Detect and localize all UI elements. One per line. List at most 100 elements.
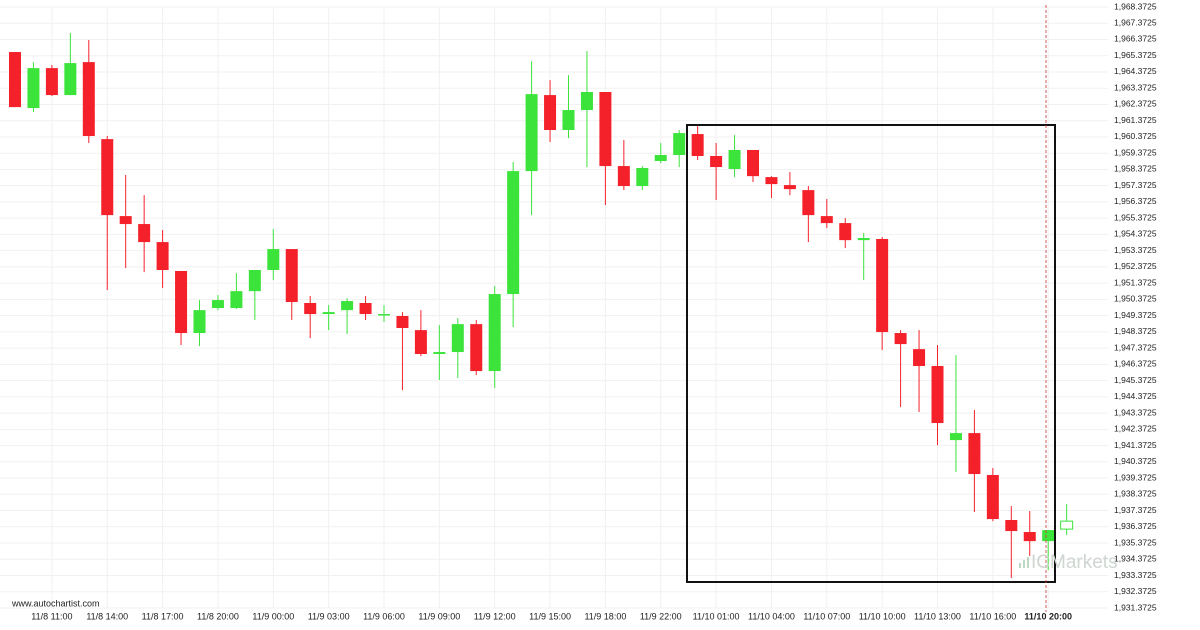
candle-body xyxy=(894,333,907,345)
x-tick-label: 11/9 22:00 xyxy=(640,611,682,621)
candle-body xyxy=(968,433,981,475)
y-tick-label: 1,941.3725 xyxy=(1114,440,1157,450)
candle-body xyxy=(710,155,723,168)
y-tick-label: 1,933.3725 xyxy=(1114,570,1157,580)
y-tick-label: 1,938.3725 xyxy=(1114,489,1157,499)
candle-body xyxy=(138,224,151,243)
candle-body xyxy=(285,249,298,303)
candle-body xyxy=(673,133,686,156)
x-tick-label: 11/10 10:00 xyxy=(859,611,906,621)
y-tick-label: 1,955.3725 xyxy=(1114,212,1157,222)
candles xyxy=(9,33,1074,578)
candle-body xyxy=(617,166,630,187)
candle-body xyxy=(45,68,58,96)
y-tick-label: 1,948.3725 xyxy=(1114,326,1157,336)
candle-body xyxy=(783,185,796,190)
candle-body xyxy=(820,216,833,224)
x-tick-label: 11/9 15:00 xyxy=(529,611,571,621)
y-tick-label: 1,957.3725 xyxy=(1114,180,1157,190)
candle-body xyxy=(1060,520,1074,530)
x-tick-label: 11/9 06:00 xyxy=(363,611,405,621)
candle-body xyxy=(949,433,962,441)
x-tick-label: 11/9 09:00 xyxy=(418,611,460,621)
y-tick-label: 1,968.3725 xyxy=(1114,1,1157,11)
y-tick-label: 1,934.3725 xyxy=(1114,554,1157,564)
y-tick-label: 1,942.3725 xyxy=(1114,424,1157,434)
candle-body xyxy=(857,238,870,241)
grid xyxy=(0,6,1108,609)
y-tick-label: 1,944.3725 xyxy=(1114,391,1157,401)
x-tick-label: 11/10 16:00 xyxy=(969,611,1016,621)
x-tick-label: 11/8 20:00 xyxy=(197,611,239,621)
candle-body xyxy=(82,62,95,137)
candle-body xyxy=(747,149,759,177)
candle-body xyxy=(931,366,944,424)
candle-body xyxy=(654,155,667,162)
y-tick-label: 1,956.3725 xyxy=(1114,196,1157,206)
candle-body xyxy=(1005,520,1018,532)
x-tick-label: 11/8 17:00 xyxy=(142,611,184,621)
candle-body xyxy=(211,300,224,309)
candle-body xyxy=(470,324,483,372)
candle-body xyxy=(156,242,169,271)
y-tick-label: 1,939.3725 xyxy=(1114,472,1157,482)
y-tick-label: 1,953.3725 xyxy=(1114,245,1157,255)
x-tick-label: 11/9 18:00 xyxy=(584,611,626,621)
candle-body xyxy=(248,270,261,292)
candle-body xyxy=(378,314,390,316)
candle-body xyxy=(876,238,889,333)
pattern-box xyxy=(686,124,1056,583)
y-tick-label: 1,962.3725 xyxy=(1114,99,1157,109)
candle-body xyxy=(175,270,188,334)
candle-body xyxy=(267,249,280,271)
y-tick-label: 1,937.3725 xyxy=(1114,505,1157,515)
candle-body xyxy=(636,168,649,187)
y-tick-label: 1,949.3725 xyxy=(1114,310,1157,320)
candle-body xyxy=(64,63,77,96)
candle-body xyxy=(1042,530,1055,542)
y-tick-label: 1,935.3725 xyxy=(1114,537,1157,547)
candle-body xyxy=(488,294,501,372)
candle-body xyxy=(507,171,520,295)
candle-body xyxy=(1023,532,1036,542)
candle-body xyxy=(414,330,427,354)
y-tick-label: 1,966.3725 xyxy=(1114,34,1157,44)
y-tick-label: 1,946.3725 xyxy=(1114,359,1157,369)
watermark-icon xyxy=(1019,557,1029,568)
y-tick-label: 1,964.3725 xyxy=(1114,66,1157,76)
y-tick-label: 1,947.3725 xyxy=(1114,342,1157,352)
candle-body xyxy=(304,302,317,315)
candle-body xyxy=(9,52,21,108)
y-tick-label: 1,940.3725 xyxy=(1114,456,1157,466)
y-tick-label: 1,965.3725 xyxy=(1114,50,1157,60)
candle-body xyxy=(562,110,575,131)
y-tick-label: 1,951.3725 xyxy=(1114,277,1157,287)
candle-body xyxy=(359,302,372,315)
y-tick-label: 1,943.3725 xyxy=(1114,407,1157,417)
candle-body xyxy=(599,91,612,167)
y-tick-label: 1,967.3725 xyxy=(1114,17,1157,27)
candle-body xyxy=(691,134,704,156)
candle-body xyxy=(728,149,741,169)
candle-body xyxy=(913,349,926,367)
candle-body xyxy=(765,177,778,185)
candle-body xyxy=(27,68,40,109)
x-tick-label: 11/9 03:00 xyxy=(308,611,350,621)
y-tick-label: 1,963.3725 xyxy=(1114,82,1157,92)
axes: 1,931.3725 1,932.3725 1,933.3725 1,934.3725… xyxy=(31,1,1157,621)
y-tick-label: 1,932.3725 xyxy=(1114,586,1157,596)
x-tick-label: 11/10 13:00 xyxy=(914,611,961,621)
candle-body xyxy=(839,223,852,241)
x-tick-label: 11/10 20:00 xyxy=(1024,611,1072,621)
x-tick-label: 11/10 04:00 xyxy=(748,611,795,621)
watermark: ICMarkets xyxy=(1031,552,1118,573)
y-tick-label: 1,931.3725 xyxy=(1114,602,1157,612)
y-tick-label: 1,958.3725 xyxy=(1114,164,1157,174)
candle-body xyxy=(396,315,409,329)
x-tick-label: 11/9 12:00 xyxy=(474,611,516,621)
candle-body xyxy=(193,310,206,334)
candle-body xyxy=(119,216,132,225)
candle-body xyxy=(525,94,538,172)
